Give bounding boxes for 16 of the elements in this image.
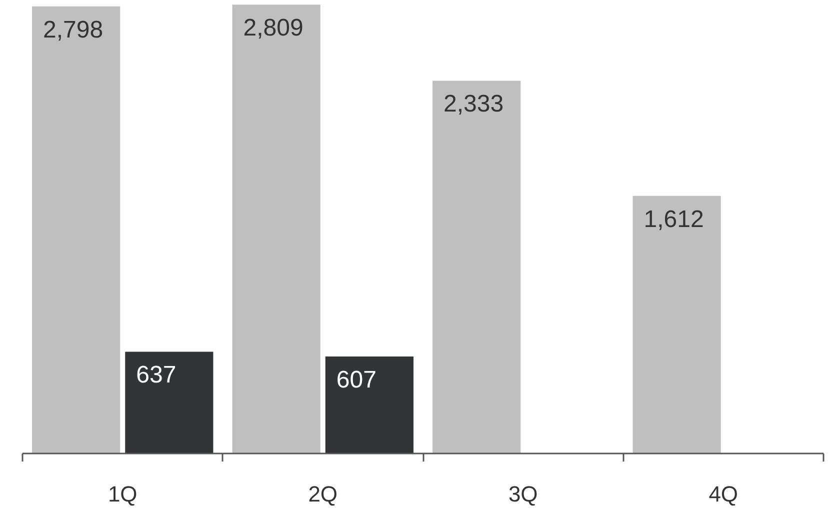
- data-label: 607: [336, 366, 376, 394]
- data-label: 2,333: [444, 90, 504, 118]
- bar: [325, 356, 414, 454]
- data-label: 1,612: [644, 206, 704, 233]
- data-label: 637: [136, 362, 176, 389]
- x-tick-label: 3Q: [508, 482, 538, 506]
- bar: [32, 6, 120, 454]
- data-label: 2,798: [43, 16, 104, 44]
- bar: [125, 352, 214, 454]
- x-tick-label: 4Q: [708, 482, 738, 506]
- bar: [632, 196, 721, 454]
- x-tick-label: 2Q: [308, 482, 338, 506]
- data-label: 2,809: [243, 14, 304, 42]
- x-tick-label: 1Q: [108, 482, 138, 506]
- bar: [232, 4, 320, 454]
- bar: [432, 80, 521, 454]
